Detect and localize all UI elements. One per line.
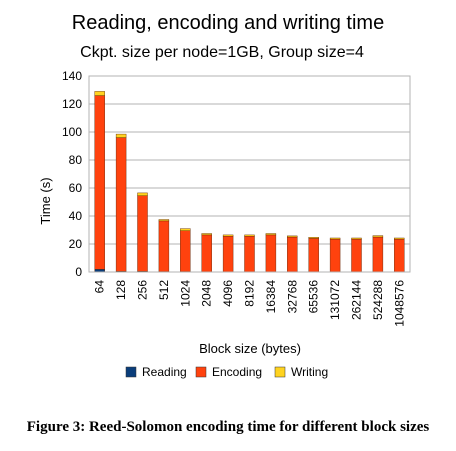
x-tick-labels: 64 128 256 512 1024 2048 4096 8192 16384 32768 655…: [93, 280, 407, 327]
bar-encoding-524288: [372, 236, 384, 272]
y-tick-label: 120: [62, 97, 82, 111]
x-tick-label: 256: [136, 280, 150, 300]
legend: Reading Encoding Writing: [125, 365, 328, 379]
x-tick-label: 8192: [243, 280, 257, 307]
bar-writing-64: [94, 91, 105, 96]
bar-encoding-256: [137, 195, 148, 272]
figure-caption: Figure 3: Reed-Solomon encoding time for…: [26, 419, 430, 435]
y-tick-label: 60: [69, 181, 83, 195]
bar-encoding-128: [115, 137, 127, 272]
bar-encoding-65536: [308, 238, 319, 272]
x-axis-label: Block size (bytes): [199, 341, 301, 356]
x-tick-label: 1048576: [392, 280, 406, 327]
x-tick-label: 524288: [371, 280, 385, 320]
bar-writing-2048: [201, 233, 212, 236]
x-tick-label: 65536: [307, 280, 321, 314]
x-tick-label: 4096: [221, 280, 235, 307]
bar-encoding-8192: [244, 236, 255, 272]
bar-writing-65536: [308, 237, 319, 239]
legend-label-encoding: Encoding: [212, 365, 262, 379]
legend-swatch-encoding: [195, 366, 207, 378]
x-tick-label: 128: [114, 280, 128, 300]
x-tick-label: 64: [93, 280, 107, 294]
chart-title: Reading, encoding and writing time: [72, 12, 384, 34]
bar-writing-8192: [244, 234, 255, 237]
bar-encoding-131072: [329, 238, 341, 272]
bar-writing-32768: [287, 235, 298, 238]
y-tick-label: 100: [62, 125, 82, 139]
bar-encoding-32768: [287, 236, 298, 272]
bar-writing-1048576: [394, 237, 405, 240]
x-tick-label: 262144: [350, 280, 364, 320]
y-tick-label: 140: [62, 69, 82, 83]
bar-writing-256: [137, 192, 148, 196]
x-tick-label: 131072: [328, 280, 342, 320]
bars: [94, 91, 405, 273]
legend-swatch-reading: [125, 366, 137, 378]
bar-writing-512: [158, 219, 170, 222]
bar-encoding-262144: [351, 238, 362, 272]
bar-encoding-16384: [265, 234, 277, 272]
y-tick-labels: 0 20 40 60 80 100 120 140: [62, 69, 82, 279]
y-tick-label: 40: [69, 209, 83, 223]
bar-encoding-64: [94, 95, 105, 270]
bar-writing-16384: [265, 233, 277, 236]
bar-writing-262144: [351, 237, 362, 240]
bar-encoding-2048: [201, 234, 212, 272]
legend-swatch-writing: [274, 366, 286, 378]
y-tick-label: 20: [69, 237, 83, 251]
x-tick-label: 1024: [178, 280, 192, 307]
y-tick-label: 80: [69, 153, 83, 167]
legend-label-reading: Reading: [142, 365, 187, 379]
chart-subtitle: Ckpt. size per node=1GB, Group size=4: [80, 44, 364, 61]
bar-writing-4096: [222, 234, 234, 237]
bar-encoding-4096: [222, 236, 234, 272]
x-tick-label: 16384: [264, 280, 278, 314]
y-axis-label: Time (s): [38, 177, 53, 224]
bar-encoding-1024: [180, 230, 191, 272]
plot-frame: [88, 75, 411, 273]
bar-writing-128: [115, 133, 127, 138]
bar-writing-1024: [180, 228, 191, 231]
x-tick-label: 2048: [200, 280, 214, 307]
bar-encoding-1048576: [394, 238, 405, 272]
x-tick-label: 512: [157, 280, 171, 300]
bar-writing-131072: [329, 237, 341, 240]
bar-writing-524288: [372, 235, 384, 238]
x-tick-label: 32768: [285, 280, 299, 314]
y-tick-label: 0: [75, 265, 82, 279]
legend-label-writing: Writing: [291, 365, 328, 379]
bar-encoding-512: [158, 220, 170, 272]
